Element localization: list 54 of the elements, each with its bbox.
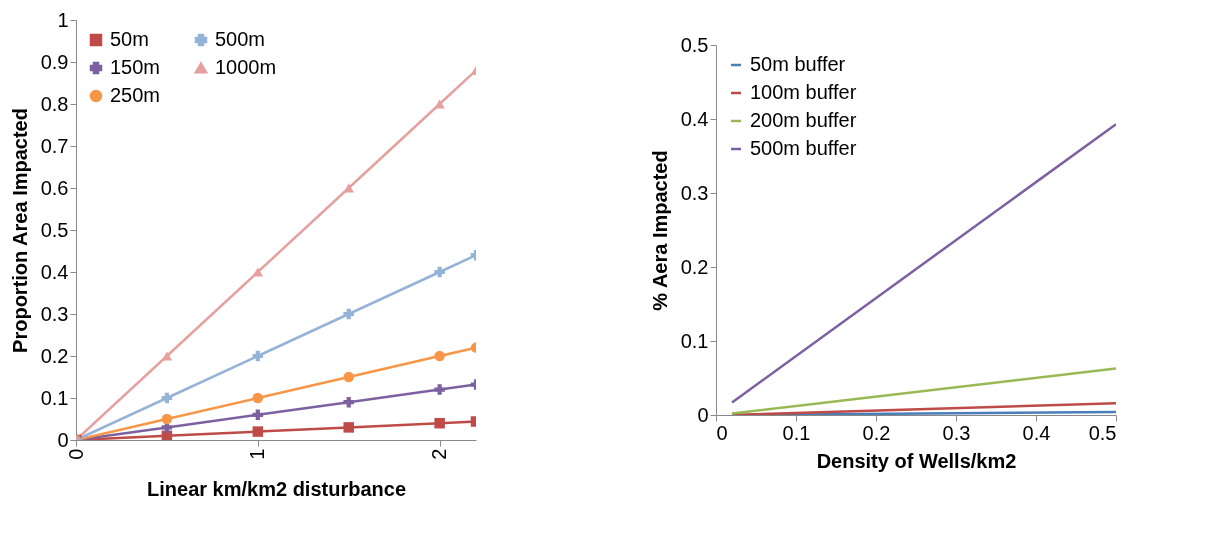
point	[252, 392, 264, 404]
point	[434, 266, 445, 278]
y-axis-title: % Aera Impacted	[648, 150, 671, 311]
x-tick-label: 0.4	[1022, 421, 1051, 444]
point	[434, 99, 445, 109]
y-tick-label: 0.5	[680, 33, 709, 56]
legend-label: 1000m	[215, 56, 277, 78]
y-tick-label: 0.7	[40, 134, 69, 157]
y-tick-label: 0.1	[680, 329, 709, 352]
y-axis-title: Proportion Area Impacted	[8, 108, 31, 353]
y-tick-label: 0.3	[40, 302, 69, 325]
x-tick-label: 2	[428, 448, 451, 460]
legend-label: 150m	[110, 56, 161, 78]
point	[434, 350, 445, 362]
point	[161, 392, 173, 404]
y-tick-label: 0.6	[40, 176, 69, 199]
point	[343, 396, 354, 408]
point	[252, 409, 264, 421]
y-tick-label: 0.9	[40, 50, 69, 73]
point	[252, 426, 264, 437]
point	[434, 417, 445, 429]
legend-label: 200m buffer	[750, 109, 857, 131]
point	[252, 267, 264, 277]
x-axis-title: Linear km/km2 disturbance	[147, 477, 406, 500]
y-tick-label: 0	[697, 403, 709, 426]
point	[343, 308, 354, 320]
legend-label: 500m	[215, 28, 266, 50]
point	[434, 384, 445, 395]
legend-label: 500m buffer	[750, 137, 857, 159]
y-tick-label: 0.4	[680, 107, 709, 130]
x-tick-label: 0	[716, 421, 728, 444]
x-tick-label: 0.3	[942, 421, 971, 444]
legend-label: 50m buffer	[750, 53, 846, 75]
x-tick-label: 0.5	[1088, 421, 1117, 444]
point	[343, 422, 354, 433]
point	[161, 413, 173, 425]
x-tick-label: 0.1	[782, 421, 811, 444]
point	[343, 371, 354, 383]
x-axis-title: Density of Wells/km2	[816, 449, 1017, 472]
y-tick-label: 0.4	[40, 260, 69, 283]
legend-label: 100m buffer	[750, 81, 857, 103]
y-tick-label: 1	[57, 8, 69, 31]
legend-label: 250m	[110, 84, 161, 106]
y-tick-label: 0.5	[40, 218, 69, 241]
y-tick-label: 0.3	[680, 181, 709, 204]
y-tick-label: 0.2	[680, 255, 709, 278]
y-tick-label: 0.1	[40, 386, 69, 409]
legend-label: 50m	[110, 28, 149, 50]
y-tick-label: 0.8	[40, 92, 69, 115]
point	[252, 350, 264, 362]
x-tick-label: 0.2	[862, 421, 891, 444]
y-tick-label: 0.2	[40, 344, 69, 367]
point	[343, 183, 354, 193]
x-tick-label: 1	[246, 448, 269, 460]
